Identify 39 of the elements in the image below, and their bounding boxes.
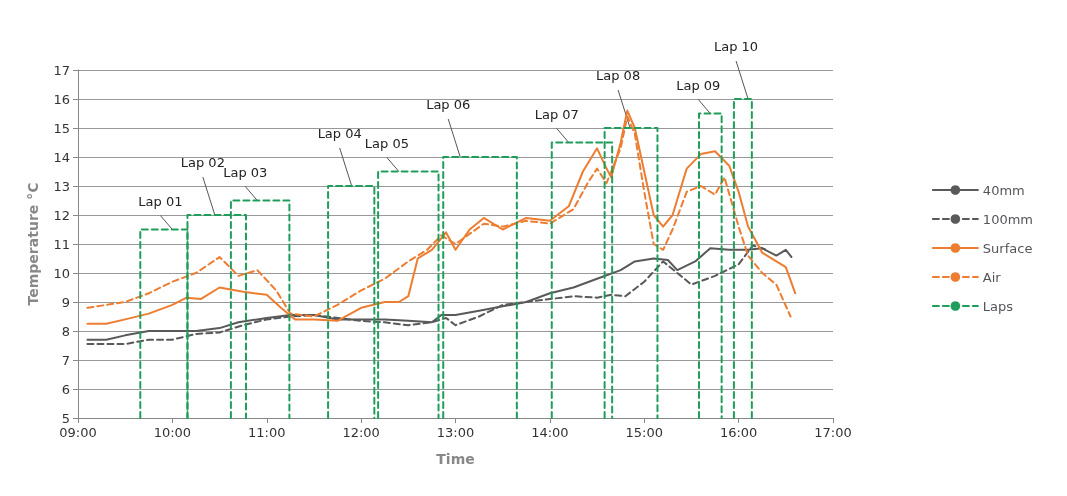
annotation: Lap 08 — [596, 68, 641, 83]
x-tick-label: 17:00 — [814, 425, 852, 440]
y-tick-label: 6 — [61, 381, 70, 397]
x-tick-label: 09:00 — [59, 425, 97, 440]
legend-label: 100mm — [982, 211, 1033, 227]
y-tick-label: 11 — [53, 236, 70, 252]
legend-label: 40mm — [982, 182, 1025, 198]
annotation: Lap 02 — [180, 155, 225, 170]
x-tick-label: 15:00 — [625, 425, 663, 440]
legend-label: Air — [982, 269, 1002, 285]
annotation: Lap 07 — [534, 106, 579, 122]
y-tick-label: 7 — [61, 352, 70, 368]
annotation: Lap 05 — [364, 135, 409, 151]
annotation: Lap 06 — [426, 97, 471, 112]
x-tick-label: 13:00 — [436, 425, 475, 440]
annotation: Lap 10 — [713, 39, 759, 54]
legend-label: Laps — [982, 298, 1014, 314]
legend-label: Surface — [982, 240, 1033, 256]
x-tick-label: 12:00 — [342, 425, 380, 440]
y-tick-label: 15 — [53, 120, 70, 136]
y-tick-label: 16 — [53, 91, 70, 107]
y-tick-label: 13 — [53, 178, 70, 194]
x-tick-label: 11:00 — [248, 425, 286, 440]
y-tick-label: 10 — [53, 265, 70, 281]
x-tick-label: 10:00 — [153, 425, 192, 440]
x-tick-label: 14:00 — [531, 425, 569, 440]
y-tick-label: 14 — [53, 149, 70, 165]
y-tick-label: 12 — [53, 207, 70, 223]
y-tick-label: 8 — [61, 323, 70, 339]
x-tick-label: 16:00 — [719, 425, 758, 440]
y-tick-label: 9 — [61, 294, 70, 310]
y-axis-title: Temperature °C — [25, 182, 41, 306]
annotation: Lap 09 — [676, 77, 721, 93]
annotation: Lap 04 — [317, 126, 362, 141]
y-tick-label: 5 — [61, 410, 70, 426]
x-axis-title: Time — [436, 451, 475, 467]
annotation: Lap 01 — [138, 193, 183, 209]
annotation: Lap 03 — [223, 164, 268, 180]
y-tick-label: 17 — [53, 62, 70, 78]
